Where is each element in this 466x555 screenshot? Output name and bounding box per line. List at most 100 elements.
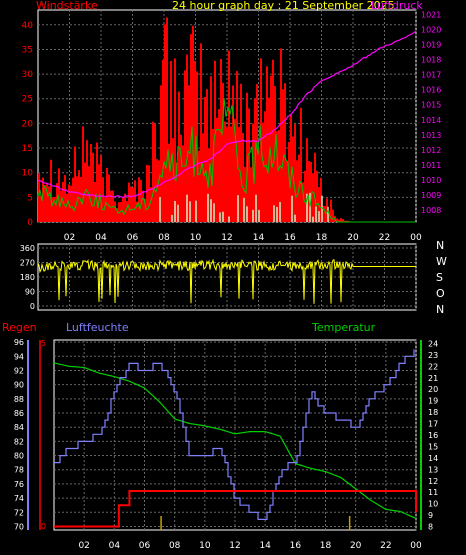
pressure-tick-label: 1014 (421, 116, 441, 125)
rht-x-tick-label: 22 (380, 541, 391, 551)
rain-line (54, 490, 417, 528)
temperature-tick-label: 13 (428, 465, 438, 474)
wind-axis-title: Windstärke (36, 0, 98, 12)
humidity-line (54, 349, 415, 520)
wind-x-tick-label: 04 (95, 233, 107, 243)
wind-y-tick-label: 40 (22, 21, 34, 31)
wind-x-tick-label: 02 (64, 233, 75, 243)
pressure-tick-label: 1009 (421, 191, 441, 200)
pressure-line (37, 30, 417, 198)
wind-direction-series (37, 258, 416, 304)
wind-x-tick-label: 10 (190, 233, 202, 243)
direction-y-tick-label: 270 (20, 259, 35, 268)
compass-label: O (436, 287, 445, 300)
pressure-tick-label: 1016 (421, 86, 441, 95)
humidity-tick-label: 72 (14, 508, 24, 517)
temperature-tick-label: 15 (428, 442, 438, 451)
direction-y-tick-label: 0 (30, 302, 35, 311)
rain-humidity-temperature-chart: 02 04 06 08 10 12 14 16 18 20 22 007072747678808284… (2, 321, 438, 551)
rht-x-tick-label: 20 (350, 541, 362, 551)
rht-x-tick-label: 18 (320, 541, 332, 551)
humidity-tick-label: 76 (14, 480, 24, 489)
temperature-tick-label: 23 (428, 351, 438, 360)
wind-x-tick-label: 16 (284, 233, 296, 243)
pressure-tick-label: 1011 (421, 161, 441, 170)
rht-x-tick-label: 16 (290, 541, 302, 551)
wind-pressure-tick-labels: 02 04 06 08 10 12 14 16 18 20 22 000510152025303540… (22, 11, 442, 243)
chart-title: 24 hour graph day : 21 September 2025 (172, 0, 395, 12)
humidity-axis-title: Luftfeuchte (66, 321, 129, 334)
humidity-tick-label: 88 (14, 395, 24, 404)
humidity-tick-label: 84 (14, 423, 24, 432)
humidity-tick-label: 90 (14, 381, 24, 390)
temperature-tick-label: 14 (428, 454, 438, 463)
rain-tick-label: 0 (41, 522, 46, 531)
temperature-tick-label: 20 (428, 385, 438, 394)
compass-label: N (436, 303, 444, 316)
wind-x-tick-label: 12 (221, 233, 232, 243)
rht-x-tick-label: 04 (109, 541, 121, 551)
pressure-tick-label: 1008 (421, 206, 441, 215)
temperature-tick-label: 8 (428, 523, 433, 532)
temperature-tick-label: 10 (428, 500, 438, 509)
wind-pressure-series (37, 17, 417, 223)
rht-x-tick-label: 08 (169, 541, 181, 551)
rht-x-tick-label: 06 (139, 541, 151, 551)
rht-x-tick-label: 12 (229, 541, 240, 551)
compass-label: W (436, 255, 447, 268)
humidity-tick-label: 92 (14, 366, 24, 375)
compass-label: N (436, 239, 444, 252)
rain-tick-label: 5 (41, 339, 46, 348)
rain-axis-title: Regen (2, 321, 37, 334)
temperature-tick-label: 16 (428, 431, 438, 440)
wind-y-tick-label: 30 (22, 70, 34, 80)
wind-y-tick-label: 10 (22, 169, 34, 179)
wind-direction-line (37, 258, 416, 304)
wind-pressure-chart: 02 04 06 08 10 12 14 16 18 20 22 000510152025303540… (22, 0, 442, 243)
pressure-tick-label: 1012 (421, 146, 441, 155)
pressure-tick-label: 1018 (421, 56, 441, 65)
direction-y-tick-label: 90 (25, 288, 35, 297)
pressure-tick-label: 1013 (421, 131, 441, 140)
wind-y-tick-label: 15 (22, 144, 33, 154)
wind-x-tick-label: 18 (316, 233, 328, 243)
wind-x-tick-label: 00 (410, 233, 422, 243)
rht-series (53, 349, 417, 530)
humidity-tick-label: 74 (14, 494, 24, 503)
temperature-tick-label: 21 (428, 374, 438, 383)
temperature-tick-label: 12 (428, 477, 438, 486)
humidity-tick-label: 96 (14, 338, 24, 347)
temperature-tick-label: 22 (428, 362, 438, 371)
wind-y-tick-label: 0 (27, 218, 33, 228)
wind-y-tick-label: 5 (27, 193, 33, 203)
wind-direction-grid (38, 244, 417, 310)
pressure-axis-title: Luftdruck (371, 0, 423, 12)
humidity-tick-label: 80 (14, 452, 24, 461)
rht-tick-labels: 02 04 06 08 10 12 14 16 18 20 22 007072747678808284… (14, 338, 438, 551)
wind-x-tick-label: 20 (347, 233, 359, 243)
wind-x-tick-label: 08 (158, 233, 170, 243)
temperature-tick-label: 18 (428, 408, 438, 417)
temperature-tick-label: 9 (428, 511, 433, 520)
humidity-tick-label: 70 (14, 522, 24, 531)
humidity-tick-label: 82 (14, 437, 24, 446)
wind-x-tick-label: 14 (253, 233, 265, 243)
pressure-tick-label: 1017 (421, 71, 441, 80)
wind-y-tick-label: 25 (22, 95, 33, 105)
rht-x-tick-label: 14 (259, 541, 271, 551)
wind-y-tick-label: 35 (22, 45, 33, 55)
compass-label: S (436, 271, 443, 284)
temperature-tick-label: 17 (428, 420, 438, 429)
pressure-tick-label: 1020 (421, 26, 441, 35)
humidity-tick-label: 86 (14, 409, 24, 418)
rht-x-tick-label: 02 (78, 541, 89, 551)
direction-y-tick-label: 180 (20, 273, 35, 282)
pressure-tick-label: 1010 (421, 176, 441, 185)
temperature-tick-label: 24 (428, 339, 438, 348)
temperature-line (53, 362, 417, 520)
temperature-axis-title: Temperatur (311, 321, 376, 334)
direction-y-tick-label: 360 (20, 244, 35, 253)
